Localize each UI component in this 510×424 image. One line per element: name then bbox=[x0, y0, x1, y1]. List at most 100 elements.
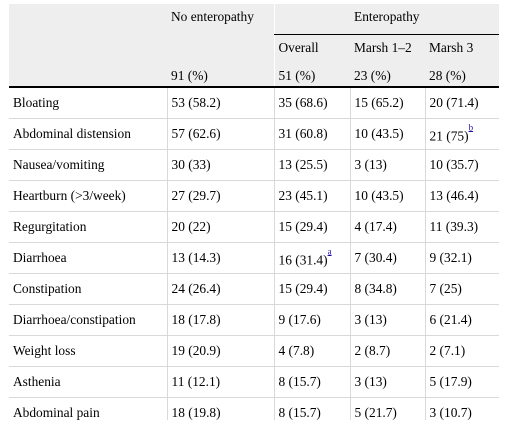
table-row: Bloating 53 (58.2) 35 (68.6) 15 (65.2) 20 (7… bbox=[9, 86, 499, 119]
marsh3-cell: 6 (21.4) bbox=[424, 304, 499, 336]
marsh12-cell-value: 4 (17.4) bbox=[354, 219, 397, 234]
marsh3-cell-value: 5 (17.9) bbox=[429, 374, 472, 389]
symptom-cell-value: Abdominal pain bbox=[13, 405, 100, 420]
footnote-marker: b bbox=[469, 123, 474, 138]
n-overall: 51 (%) bbox=[278, 68, 316, 83]
table-row: Diarrhoea/constipation 18 (17.8) 9 (17.6) 3… bbox=[9, 304, 499, 336]
marsh12-cell: 10 (43.5) bbox=[349, 118, 425, 150]
table-header: No enteropathy Enteropathy 91 (%) Overal… bbox=[9, 4, 499, 87]
marsh3-cell: 7 (25) bbox=[424, 273, 499, 305]
header-overall-cell: Overall 51 (%) bbox=[273, 34, 350, 87]
overall-cell: 16 (31.4)a bbox=[273, 242, 350, 274]
symptom-cell: Heartburn (>3/week) bbox=[9, 180, 167, 212]
table-row: Abdominal pain 18 (19.8) 8 (15.7) 5 (21.7) 3… bbox=[9, 397, 499, 420]
symptom-cell: Asthenia bbox=[9, 366, 167, 398]
symptom-cell-value: Diarrhoea bbox=[13, 250, 67, 265]
marsh3-cell-value: 11 (39.3) bbox=[429, 219, 479, 234]
table-row: Heartburn (>3/week) 27 (29.7) 23 (45.1) 10 … bbox=[9, 180, 499, 212]
marsh12-cell-value: 15 (65.2) bbox=[354, 95, 404, 110]
no-enteropathy-cell-value: 27 (29.7) bbox=[171, 188, 221, 203]
n-marsh12: 23 (%) bbox=[354, 68, 391, 83]
header-enteropathy: Enteropathy bbox=[273, 4, 499, 35]
no-enteropathy-cell: 27 (29.7) bbox=[166, 180, 274, 212]
marsh12-cell: 2 (8.7) bbox=[349, 335, 425, 367]
footnote-link[interactable]: a bbox=[327, 246, 332, 257]
overall-cell-value: 23 (45.1) bbox=[278, 188, 328, 203]
no-enteropathy-cell: 19 (20.9) bbox=[166, 335, 274, 367]
overall-cell: 8 (15.7) bbox=[273, 366, 350, 398]
no-enteropathy-cell-value: 19 (20.9) bbox=[171, 343, 221, 358]
marsh12-cell: 7 (30.4) bbox=[349, 242, 425, 274]
no-enteropathy-cell: 20 (22) bbox=[166, 211, 274, 243]
header-overall: Overall bbox=[278, 40, 319, 55]
marsh12-cell: 3 (13) bbox=[349, 304, 425, 336]
table-row: Constipation 24 (26.4) 15 (29.4) 8 (34.8) 7 … bbox=[9, 273, 499, 305]
no-enteropathy-cell-value: 18 (19.8) bbox=[171, 405, 221, 420]
table-row: Weight loss 19 (20.9) 4 (7.8) 2 (8.7) 2 (7.1… bbox=[9, 335, 499, 367]
marsh12-cell-value: 7 (30.4) bbox=[354, 250, 397, 265]
symptom-table-container: No enteropathy Enteropathy 91 (%) Overal… bbox=[9, 4, 501, 420]
overall-cell-value: 8 (15.7) bbox=[278, 405, 321, 420]
table-row: Regurgitation 20 (22) 15 (29.4) 4 (17.4) 11 … bbox=[9, 211, 499, 243]
marsh3-cell-value: 3 (10.7) bbox=[429, 405, 472, 420]
marsh3-cell: 11 (39.3) bbox=[424, 211, 499, 243]
symptom-cell: Weight loss bbox=[9, 335, 167, 367]
marsh3-cell: 21 (75)b bbox=[424, 118, 499, 150]
symptom-cell: Regurgitation bbox=[9, 211, 167, 243]
marsh12-cell: 3 (13) bbox=[349, 366, 425, 398]
header-no-enteropathy: No enteropathy bbox=[167, 4, 274, 35]
no-enteropathy-cell-value: 18 (17.8) bbox=[171, 312, 221, 327]
marsh12-cell-value: 10 (43.5) bbox=[354, 188, 404, 203]
overall-cell-value: 16 (31.4) bbox=[278, 252, 328, 268]
header-blank-2 bbox=[9, 34, 167, 87]
marsh12-cell-value: 10 (43.5) bbox=[354, 126, 404, 141]
marsh3-cell: 5 (17.9) bbox=[424, 366, 499, 398]
marsh12-cell-value: 5 (21.7) bbox=[354, 405, 397, 420]
marsh12-cell: 5 (21.7) bbox=[349, 397, 425, 420]
overall-cell-value: 13 (25.5) bbox=[278, 157, 328, 172]
marsh12-cell: 10 (43.5) bbox=[349, 180, 425, 212]
table-row: Diarrhoea 13 (14.3) 16 (31.4)a 7 (30.4) 9 (3… bbox=[9, 242, 499, 274]
overall-cell-value: 4 (7.8) bbox=[278, 343, 315, 358]
no-enteropathy-cell-value: 53 (58.2) bbox=[171, 95, 221, 110]
header-marsh3-cell: Marsh 3 28 (%) bbox=[425, 34, 499, 87]
no-enteropathy-cell: 24 (26.4) bbox=[166, 273, 274, 305]
overall-cell: 23 (45.1) bbox=[273, 180, 350, 212]
marsh12-cell: 15 (65.2) bbox=[349, 86, 425, 119]
overall-cell: 35 (68.6) bbox=[273, 86, 350, 119]
overall-cell: 31 (60.8) bbox=[273, 118, 350, 150]
symptom-cell: Constipation bbox=[9, 273, 167, 305]
overall-cell: 15 (29.4) bbox=[273, 273, 350, 305]
marsh12-cell-value: 3 (13) bbox=[354, 157, 387, 172]
symptom-cell: Diarrhoea/constipation bbox=[9, 304, 167, 336]
footnote-link[interactable]: b bbox=[468, 122, 474, 133]
symptom-cell-value: Abdominal distension bbox=[13, 126, 131, 141]
no-enteropathy-cell: 11 (12.1) bbox=[166, 366, 274, 398]
symptom-cell: Abdominal pain bbox=[9, 397, 167, 420]
marsh3-cell-value: 13 (46.4) bbox=[429, 188, 479, 203]
marsh12-cell-value: 2 (8.7) bbox=[354, 343, 391, 358]
overall-cell: 4 (7.8) bbox=[273, 335, 350, 367]
table-row: Abdominal distension 57 (62.6) 31 (60.8) 10… bbox=[9, 118, 499, 150]
marsh3-cell: 9 (32.1) bbox=[424, 242, 499, 274]
marsh3-cell-value: 2 (7.1) bbox=[429, 343, 466, 358]
symptom-cell-value: Diarrhoea/constipation bbox=[13, 312, 136, 327]
overall-cell-value: 15 (29.4) bbox=[278, 219, 328, 234]
marsh12-cell-value: 3 (13) bbox=[354, 374, 387, 389]
no-enteropathy-cell-value: 30 (33) bbox=[171, 157, 211, 172]
overall-cell: 8 (15.7) bbox=[273, 397, 350, 420]
marsh3-cell: 10 (35.7) bbox=[424, 149, 499, 181]
marsh3-cell: 13 (46.4) bbox=[424, 180, 499, 212]
table-row: Asthenia 11 (12.1) 8 (15.7) 3 (13) 5 (17.9) bbox=[9, 366, 499, 398]
no-enteropathy-cell-value: 20 (22) bbox=[171, 219, 211, 234]
marsh3-cell-value: 20 (71.4) bbox=[429, 95, 479, 110]
no-enteropathy-cell-value: 24 (26.4) bbox=[171, 281, 221, 296]
no-enteropathy-cell-value: 57 (62.6) bbox=[171, 126, 221, 141]
symptom-cell-value: Weight loss bbox=[13, 343, 76, 358]
overall-cell-value: 8 (15.7) bbox=[278, 374, 321, 389]
marsh12-cell: 8 (34.8) bbox=[349, 273, 425, 305]
no-enteropathy-cell: 30 (33) bbox=[166, 149, 274, 181]
overall-cell-value: 35 (68.6) bbox=[278, 95, 328, 110]
symptom-table: No enteropathy Enteropathy 91 (%) Overal… bbox=[9, 4, 499, 420]
symptom-cell-value: Nausea/vomiting bbox=[13, 157, 105, 172]
